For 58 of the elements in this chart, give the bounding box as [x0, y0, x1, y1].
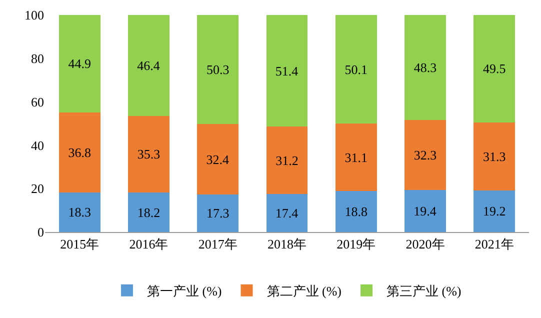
legend-label: 第三产业 (%) [386, 283, 462, 298]
y-tick-label: 0 [38, 224, 44, 240]
data-label: 17.4 [275, 206, 299, 221]
data-label: 35.3 [137, 146, 160, 162]
bar [404, 15, 446, 120]
bar [128, 116, 170, 193]
bar [266, 194, 308, 232]
x-tick-label: 2018年 [268, 236, 306, 252]
bar [266, 15, 308, 127]
data-label: 44.9 [68, 56, 91, 72]
bar [128, 192, 170, 232]
bar [404, 120, 446, 190]
x-tick-label: 2021年 [474, 236, 514, 252]
bar [335, 15, 377, 124]
bar [128, 15, 170, 116]
x-tick-label: 2019年 [336, 236, 376, 252]
x-tick-label: 2017年 [198, 236, 238, 252]
bar [197, 194, 239, 232]
bar [474, 122, 516, 190]
x-tick-label: 2020年 [406, 236, 445, 252]
bar [58, 192, 100, 232]
legend-label: 第二产业 (%) [266, 283, 342, 298]
data-label: 48.3 [414, 60, 437, 75]
data-label: 31.1 [344, 150, 368, 165]
bar [58, 112, 100, 192]
data-label: 49.5 [483, 61, 506, 76]
bar [404, 190, 446, 232]
bar [474, 15, 516, 122]
y-tick-label: 20 [31, 181, 44, 196]
data-label: 31.2 [276, 152, 298, 168]
y-tick-label: 80 [31, 50, 44, 66]
data-label: 18.2 [137, 204, 160, 220]
data-label: 32.4 [206, 152, 230, 167]
y-tick-label: 40 [31, 138, 44, 153]
bar [58, 15, 100, 112]
data-label: 19.4 [414, 203, 437, 218]
y-tick-label: 100 [24, 8, 44, 23]
data-label: 46.4 [137, 58, 160, 74]
legend-label: 第一产业 (%) [147, 283, 222, 298]
data-label: 51.4 [275, 63, 299, 78]
data-label: 19.2 [483, 204, 506, 219]
bar [197, 124, 239, 194]
bar [474, 190, 516, 232]
data-label: 50.3 [206, 62, 230, 78]
bar [266, 126, 308, 194]
y-tick-label: 60 [31, 94, 44, 110]
bar [335, 191, 377, 232]
bar [335, 124, 377, 192]
data-label: 32.3 [414, 147, 437, 162]
data-label: 18.8 [344, 204, 368, 220]
data-label: 31.3 [483, 148, 506, 164]
x-tick-label: 2015年 [60, 236, 100, 252]
x-tick-label: 2016年 [129, 236, 168, 252]
data-label: 36.8 [68, 144, 91, 160]
data-label: 17.3 [206, 206, 230, 221]
data-label: 50.1 [344, 62, 368, 77]
data-label: 18.3 [68, 204, 91, 220]
bar [197, 15, 239, 124]
